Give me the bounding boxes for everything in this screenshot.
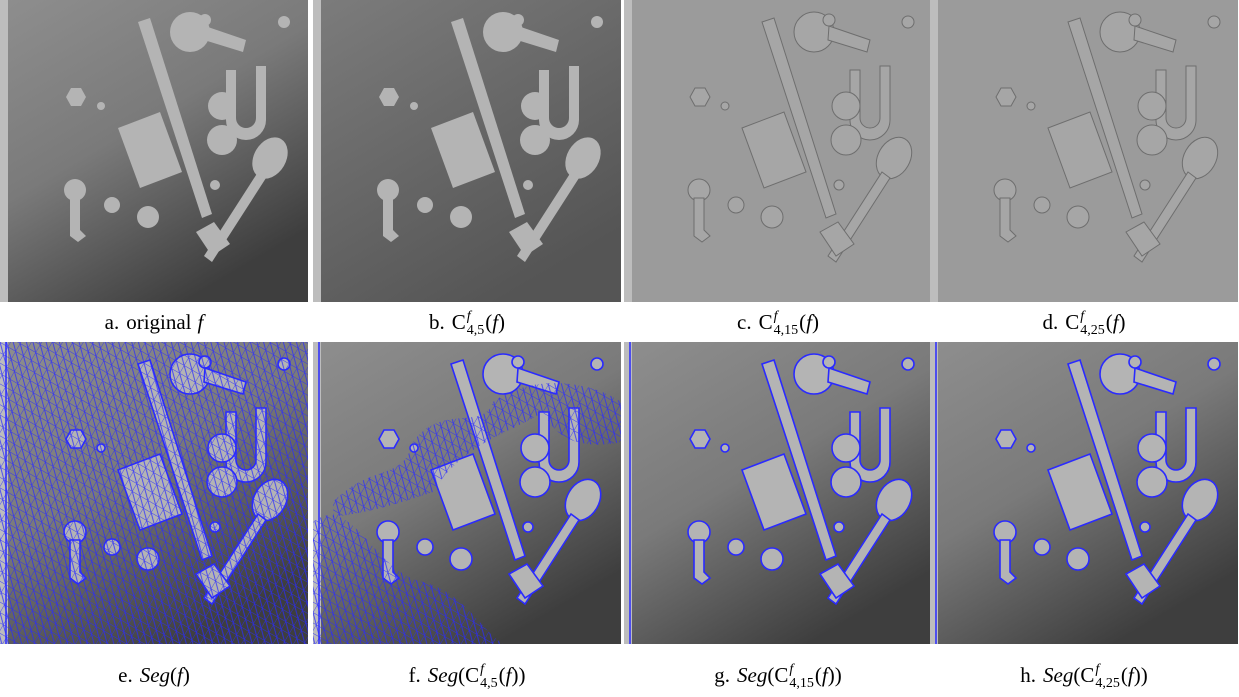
caption-text: f (492, 310, 499, 334)
image-panel (930, 342, 1238, 644)
caption-text: )) (511, 663, 526, 687)
caption-text: ( (498, 663, 506, 687)
caption-text: Seg (427, 663, 459, 687)
caption-sub: 4,25 (1095, 676, 1120, 692)
caption-text: original (126, 310, 192, 334)
image-edge (313, 0, 321, 302)
image-panel (930, 0, 1238, 302)
image-panel (313, 342, 621, 644)
caption-text: ( (799, 310, 807, 334)
caption-script: f 4,25 (1095, 663, 1120, 691)
image-edge (930, 342, 938, 644)
caption-text: f (1112, 310, 1119, 334)
image-edge (313, 342, 321, 644)
caption-text: )) (827, 663, 842, 687)
caption-text: a. (104, 310, 120, 334)
caption-text: f (821, 663, 828, 687)
caption-sup: f (466, 309, 471, 325)
caption-sup: f (773, 309, 778, 325)
caption-script: f 4,15 (774, 310, 799, 338)
caption-text: )) (1133, 663, 1148, 687)
image-edge (930, 0, 938, 302)
segmentation-overlay (333, 383, 621, 517)
caption-text: ( (485, 310, 493, 334)
panel-caption: f. Seg(C f 4,5 (f)) (313, 662, 621, 691)
caption-text: f. (408, 663, 421, 687)
caption-text: ( (1120, 663, 1128, 687)
caption-sub: 4,25 (1080, 323, 1105, 339)
caption-text: d. (1042, 310, 1059, 334)
caption-text: (C (1073, 663, 1095, 687)
caption-text: C (758, 310, 773, 334)
caption-text: C (451, 310, 466, 334)
caption-text: ) (1118, 310, 1126, 334)
caption-script: f 4,15 (789, 663, 814, 691)
caption-script: f 4,25 (1080, 310, 1105, 338)
caption-text: f (1127, 663, 1134, 687)
caption-text: ) (811, 310, 819, 334)
caption-sub: 4,5 (480, 676, 498, 692)
image-panel (624, 342, 932, 644)
caption-sup: f (480, 662, 484, 678)
caption-sub: 4,15 (773, 323, 799, 339)
caption-text: f (197, 310, 204, 334)
caption-text: ( (170, 663, 178, 687)
image-panel (624, 0, 932, 302)
caption-text: Seg (1043, 663, 1074, 687)
caption-text: b. (428, 310, 445, 334)
panel-caption: h. Seg(C f 4,25 (f)) (930, 662, 1238, 691)
caption-text: e. (118, 663, 133, 687)
panel-caption: e. Seg(f) (0, 662, 308, 688)
caption-text: f (177, 663, 183, 687)
caption-text: C (1065, 310, 1080, 334)
image-panel (0, 342, 308, 644)
caption-text: f (505, 663, 512, 687)
segmentation-overlay (0, 342, 308, 644)
caption-text: Seg (139, 663, 171, 687)
caption-sub: 4,5 (466, 323, 485, 339)
caption-text: ) (182, 663, 190, 687)
caption-script: f 4,5 (467, 310, 485, 338)
caption-text: f (806, 310, 812, 334)
image-edge (0, 0, 8, 302)
caption-text: h. (1020, 663, 1037, 687)
caption-script: f 4,5 (480, 663, 498, 691)
image-panel (0, 0, 308, 302)
caption-text: (C (767, 663, 789, 687)
caption-text: c. (737, 310, 752, 334)
caption-text: Seg (737, 663, 768, 687)
caption-text: ( (1105, 310, 1113, 334)
caption-text: (C (458, 663, 480, 687)
segmentation-overlay (313, 515, 503, 644)
panel-caption: g. Seg(C f 4,15 (f)) (624, 662, 932, 691)
caption-sup: f (1095, 662, 1100, 678)
caption-text: ) (498, 310, 506, 334)
caption-sup: f (789, 662, 794, 678)
caption-sup: f (1080, 309, 1085, 325)
caption-text: ( (814, 663, 822, 687)
caption-text: g. (714, 663, 731, 687)
image-edge (624, 0, 632, 302)
panel-caption: a. original f (0, 309, 308, 335)
image-panel (313, 0, 621, 302)
image-edge (624, 342, 632, 644)
caption-sub: 4,15 (789, 676, 814, 692)
